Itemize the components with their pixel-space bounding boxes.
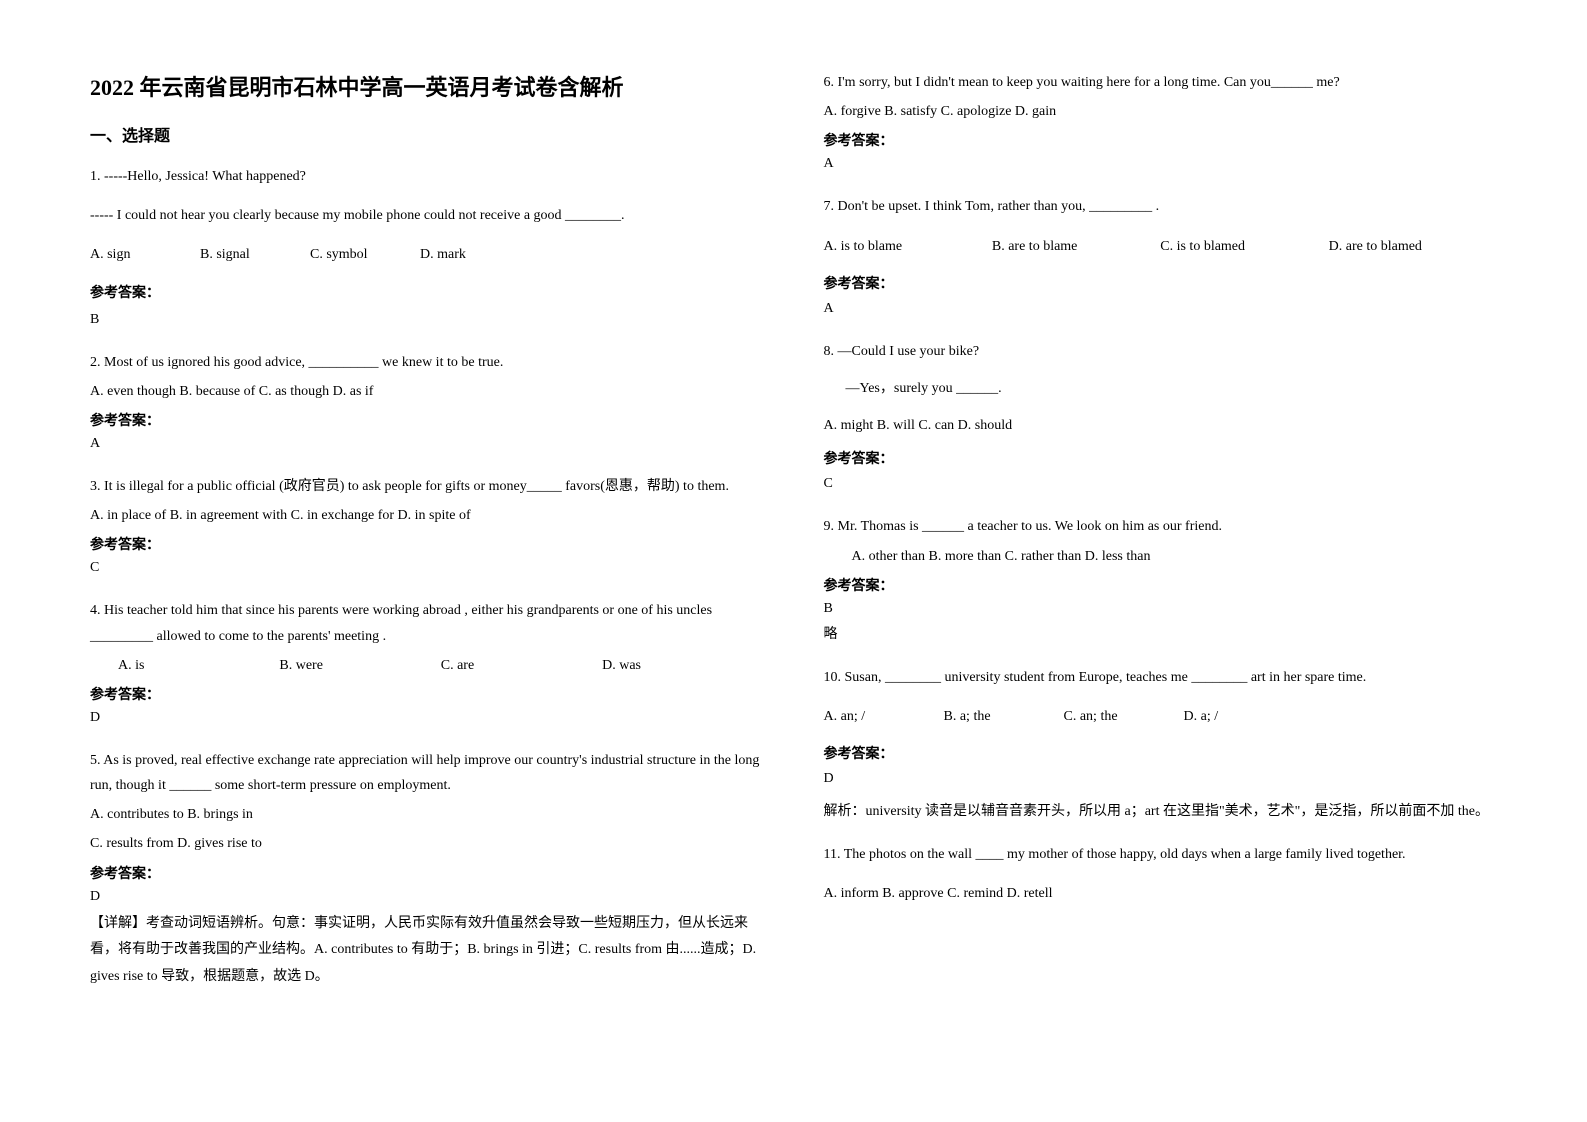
- answer-label: 参考答案：: [824, 130, 1498, 150]
- page-title: 2022 年云南省昆明市石林中学高一英语月考试卷含解析: [90, 70, 764, 102]
- left-column: 2022 年云南省昆明市石林中学高一英语月考试卷含解析 一、选择题 1. ---…: [90, 70, 764, 1052]
- q10-optB: B. a; the: [944, 704, 1064, 729]
- section-heading: 一、选择题: [90, 122, 764, 146]
- q9-answer: B: [824, 601, 1498, 617]
- q10-optD: D. a; /: [1184, 704, 1304, 729]
- q5-opts1: A. contributes to B. brings in: [90, 802, 764, 827]
- question-5: 5. As is proved, real effective exchange…: [90, 748, 764, 991]
- q1-optD: D. mark: [420, 242, 530, 267]
- answer-label: 参考答案：: [824, 448, 1498, 468]
- q11-line1: 11. The photos on the wall ____ my mothe…: [824, 842, 1498, 867]
- q2-options: A. even though B. because of C. as thoug…: [90, 379, 764, 404]
- q4-optB: B. were: [279, 653, 440, 678]
- q3-answer: C: [90, 560, 764, 576]
- answer-label: 参考答案：: [90, 410, 764, 430]
- question-3: 3. It is illegal for a public official (…: [90, 474, 764, 582]
- q5-opts2: C. results from D. gives rise to: [90, 831, 764, 856]
- q1-optA: A. sign: [90, 242, 200, 267]
- q8-line2: —Yes，surely you ______.: [824, 376, 1498, 401]
- q10-optA: A. an; /: [824, 704, 944, 729]
- q7-optB: B. are to blame: [992, 234, 1160, 259]
- q10-optC: C. an; the: [1064, 704, 1184, 729]
- q3-options: A. in place of B. in agreement with C. i…: [90, 503, 764, 528]
- q4-optD: D. was: [602, 653, 763, 678]
- q10-explanation: 解析：university 读音是以辅音音素开头，所以用 a；art 在这里指"…: [824, 799, 1498, 826]
- q5-line1: 5. As is proved, real effective exchange…: [90, 748, 764, 798]
- q9-options: A. other than B. more than C. rather tha…: [824, 544, 1498, 569]
- q10-line1: 10. Susan, ________ university student f…: [824, 665, 1498, 690]
- answer-label: 参考答案：: [824, 743, 1498, 763]
- question-9: 9. Mr. Thomas is ______ a teacher to us.…: [824, 514, 1498, 648]
- answer-label: 参考答案：: [90, 534, 764, 554]
- q1-line2: ----- I could not hear you clearly becau…: [90, 203, 764, 228]
- question-8: 8. —Could I use your bike? —Yes，surely y…: [824, 339, 1498, 499]
- question-6: 6. I'm sorry, but I didn't mean to keep …: [824, 70, 1498, 178]
- q10-answer: D: [824, 771, 1498, 787]
- q7-optC: C. is to blamed: [1160, 234, 1328, 259]
- q7-line1: 7. Don't be upset. I think Tom, rather t…: [824, 194, 1498, 219]
- answer-label: 参考答案：: [824, 575, 1498, 595]
- q7-optD: D. are to blamed: [1329, 234, 1497, 259]
- q8-answer: C: [824, 476, 1498, 492]
- q4-line1: 4. His teacher told him that since his p…: [90, 598, 764, 648]
- q5-explanation: 【详解】考查动词短语辨析。句意：事实证明，人民币实际有效升值虽然会导致一些短期压…: [90, 911, 764, 991]
- q11-options: A. inform B. approve C. remind D. retell: [824, 881, 1498, 906]
- answer-label: 参考答案：: [90, 282, 764, 302]
- answer-label: 参考答案：: [90, 684, 764, 704]
- q7-answer: A: [824, 301, 1498, 317]
- q8-options: A. might B. will C. can D. should: [824, 413, 1498, 438]
- q6-answer: A: [824, 156, 1498, 172]
- question-1: 1. -----Hello, Jessica! What happened? -…: [90, 164, 764, 334]
- q1-answer: B: [90, 312, 764, 328]
- question-11: 11. The photos on the wall ____ my mothe…: [824, 842, 1498, 910]
- q3-line1: 3. It is illegal for a public official (…: [90, 474, 764, 499]
- q4-optA: A. is: [118, 653, 279, 678]
- answer-label: 参考答案：: [824, 273, 1498, 293]
- q2-answer: A: [90, 436, 764, 452]
- question-10: 10. Susan, ________ university student f…: [824, 665, 1498, 826]
- right-column: 6. I'm sorry, but I didn't mean to keep …: [824, 70, 1498, 1052]
- q4-options: A. is B. were C. are D. was: [90, 653, 764, 678]
- q9-line1: 9. Mr. Thomas is ______ a teacher to us.…: [824, 514, 1498, 539]
- q1-optC: C. symbol: [310, 242, 420, 267]
- q8-line1: 8. —Could I use your bike?: [824, 339, 1498, 364]
- q1-optB: B. signal: [200, 242, 310, 267]
- q7-optA: A. is to blame: [824, 234, 992, 259]
- q1-options: A. sign B. signal C. symbol D. mark: [90, 242, 764, 267]
- q1-line1: 1. -----Hello, Jessica! What happened?: [90, 164, 764, 189]
- answer-label: 参考答案：: [90, 863, 764, 883]
- question-2: 2. Most of us ignored his good advice, _…: [90, 350, 764, 458]
- q5-answer: D: [90, 889, 764, 905]
- q9-extra: 略: [824, 623, 1498, 643]
- q7-options: A. is to blame B. are to blame C. is to …: [824, 234, 1498, 259]
- question-7: 7. Don't be upset. I think Tom, rather t…: [824, 194, 1498, 322]
- q6-options: A. forgive B. satisfy C. apologize D. ga…: [824, 99, 1498, 124]
- q4-optC: C. are: [441, 653, 602, 678]
- q10-options: A. an; / B. a; the C. an; the D. a; /: [824, 704, 1498, 729]
- q4-answer: D: [90, 710, 764, 726]
- q6-line1: 6. I'm sorry, but I didn't mean to keep …: [824, 70, 1498, 95]
- q2-line1: 2. Most of us ignored his good advice, _…: [90, 350, 764, 375]
- question-4: 4. His teacher told him that since his p…: [90, 598, 764, 732]
